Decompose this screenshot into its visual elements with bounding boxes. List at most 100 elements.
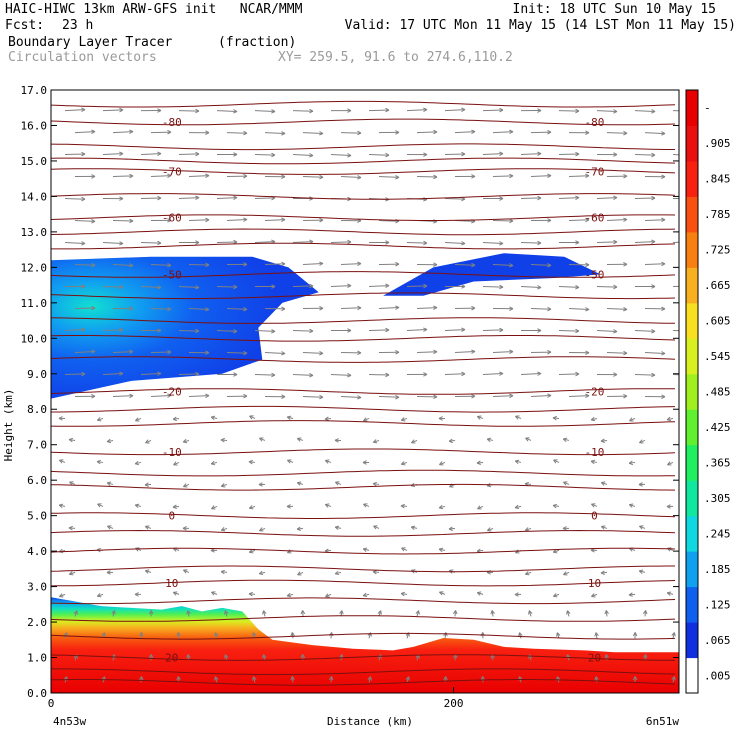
vector-arrowhead bbox=[58, 417, 63, 421]
vector-arrowhead bbox=[661, 219, 666, 223]
circulation-vector bbox=[520, 286, 542, 288]
vector-arrowhead bbox=[575, 371, 580, 375]
vector-arrowhead bbox=[575, 195, 580, 199]
vector-arrowhead bbox=[439, 461, 443, 465]
circulation-vector bbox=[416, 131, 438, 134]
vector-arrowhead bbox=[477, 591, 482, 594]
vector-arrowhead bbox=[167, 351, 172, 355]
circulation-vector bbox=[634, 373, 656, 376]
circulation-vector bbox=[292, 285, 314, 288]
vector-arrowhead bbox=[639, 569, 644, 572]
vector-arrowhead bbox=[395, 307, 400, 310]
contour-label: -20 bbox=[162, 386, 182, 399]
vector-arrowhead bbox=[395, 396, 400, 400]
vector-arrowhead bbox=[448, 526, 453, 530]
temperature-contour bbox=[51, 228, 676, 236]
vector-arrowhead bbox=[601, 481, 606, 483]
vector-arrowhead bbox=[509, 129, 514, 133]
vector-arrowhead bbox=[129, 131, 134, 135]
vector-arrowhead bbox=[499, 243, 504, 246]
circulation-vector bbox=[444, 109, 466, 112]
vector-arrowhead bbox=[97, 595, 102, 598]
vector-arrowhead bbox=[600, 526, 605, 530]
vector-arrowhead bbox=[509, 263, 514, 266]
vector-arrowhead bbox=[259, 527, 263, 532]
vector-arrowhead bbox=[418, 610, 420, 615]
vector-arrowhead bbox=[334, 570, 339, 575]
vector-arrowhead bbox=[613, 331, 618, 334]
y-tick-label: 13.0 bbox=[21, 226, 48, 239]
temperature-contour bbox=[51, 597, 676, 605]
vector-arrowhead bbox=[563, 437, 568, 440]
vector-arrowhead bbox=[671, 676, 675, 680]
circulation-vector bbox=[64, 329, 86, 331]
vector-arrowhead bbox=[613, 239, 618, 243]
vector-arrowhead bbox=[613, 329, 618, 332]
vector-arrowhead bbox=[590, 460, 595, 465]
temperature-contour bbox=[51, 632, 676, 640]
vector-arrowhead bbox=[297, 571, 301, 576]
vector-arrowhead bbox=[476, 462, 481, 465]
vector-arrowhead bbox=[486, 571, 491, 575]
vector-arrowhead bbox=[423, 372, 428, 375]
temperature-contour bbox=[51, 668, 676, 676]
vector-arrowhead bbox=[491, 610, 495, 614]
colorbar-swatch bbox=[686, 90, 698, 126]
vector-arrowhead bbox=[471, 129, 476, 133]
vector-arrowhead bbox=[433, 351, 438, 355]
colorbar-label: .725 bbox=[704, 244, 731, 257]
temperature-contour bbox=[51, 469, 676, 477]
circulation-vector bbox=[520, 197, 542, 200]
vector-arrowhead bbox=[167, 175, 172, 179]
vector-arrowhead bbox=[233, 374, 238, 377]
vector-arrowhead bbox=[138, 632, 143, 637]
vector-arrowhead bbox=[287, 459, 291, 464]
vector-arrowhead bbox=[325, 459, 330, 461]
vector-arrowhead bbox=[211, 463, 216, 466]
vector-arrowhead bbox=[395, 261, 400, 265]
vector-arrowhead bbox=[594, 632, 597, 637]
vector-arrowhead bbox=[157, 285, 162, 288]
vector-arrowhead bbox=[623, 352, 628, 356]
vector-arrowhead bbox=[91, 395, 96, 399]
vector-arrowhead bbox=[525, 573, 530, 576]
vector-arrowhead bbox=[400, 461, 405, 465]
vector-arrowhead bbox=[373, 525, 377, 530]
vector-arrowhead bbox=[328, 676, 333, 681]
circulation-vector bbox=[644, 219, 666, 222]
colorbar-label: - bbox=[704, 102, 711, 115]
y-tick-label: 16.0 bbox=[21, 119, 48, 132]
vector-arrowhead bbox=[347, 330, 352, 333]
contour-label: -60 bbox=[585, 212, 605, 225]
vector-arrowhead bbox=[339, 610, 343, 614]
vector-arrowhead bbox=[395, 176, 400, 180]
vector-arrowhead bbox=[623, 308, 628, 312]
vector-arrowhead bbox=[372, 439, 377, 443]
circulation-vector bbox=[340, 263, 362, 266]
vector-arrowhead bbox=[363, 417, 367, 422]
init-time: Init: 18 UTC Sun 10 May 15 bbox=[512, 2, 717, 17]
colorbar-label: .245 bbox=[704, 527, 731, 540]
vector-arrowhead bbox=[666, 592, 671, 596]
vector-arrowhead bbox=[81, 109, 86, 113]
vector-arrowhead bbox=[129, 173, 134, 177]
circulation-vector bbox=[368, 154, 390, 156]
vector-arrowhead bbox=[135, 503, 140, 506]
circulation-vector bbox=[634, 241, 656, 244]
vector-arrowhead bbox=[297, 437, 302, 439]
vector-arrowhead bbox=[104, 632, 106, 637]
vector-arrowhead bbox=[623, 217, 628, 220]
contour-label: -10 bbox=[585, 446, 605, 459]
vector-arrowhead bbox=[319, 307, 324, 311]
vector-arrowhead bbox=[248, 461, 253, 465]
vector-arrowhead bbox=[177, 676, 181, 680]
vector-arrowhead bbox=[205, 130, 210, 134]
vector-arrowhead bbox=[253, 676, 257, 680]
temperature-contour bbox=[51, 157, 676, 165]
vector-arrowhead bbox=[195, 240, 200, 243]
vector-arrowhead bbox=[167, 349, 172, 353]
vector-arrowhead bbox=[248, 505, 253, 509]
x-tick-label: 200 bbox=[444, 697, 464, 710]
circulation-vector bbox=[672, 110, 679, 112]
circulation-vector bbox=[292, 154, 314, 156]
